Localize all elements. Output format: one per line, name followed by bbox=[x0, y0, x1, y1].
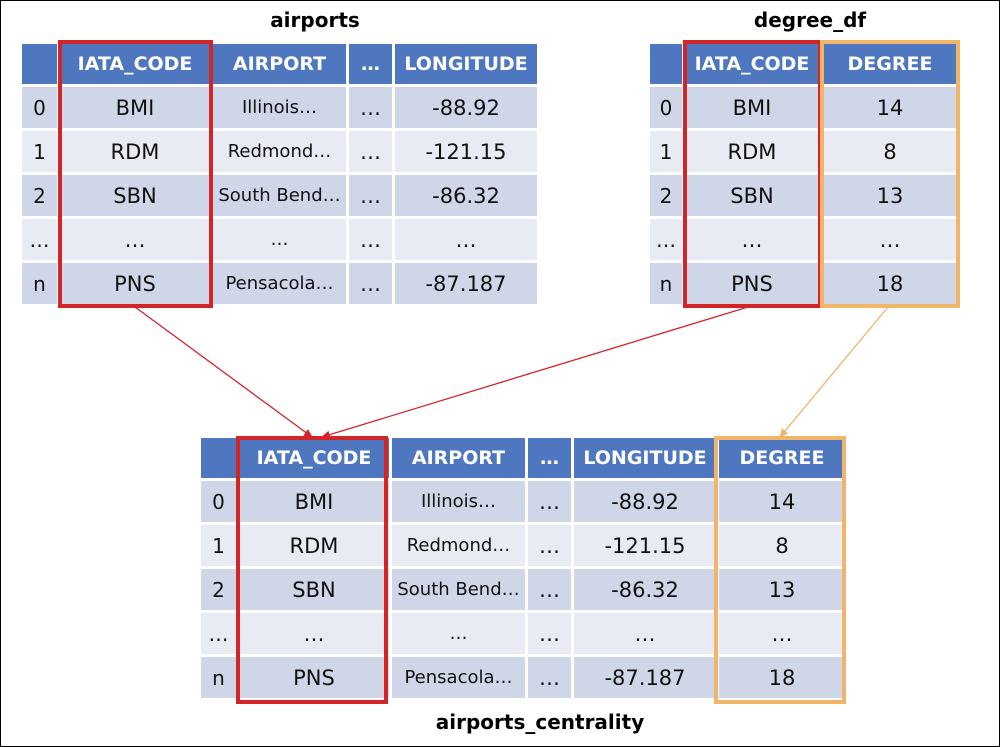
table-cell: -121.15 bbox=[574, 525, 716, 566]
table-cell: … bbox=[822, 219, 958, 260]
table-cell: RDM bbox=[60, 131, 210, 172]
index-header bbox=[201, 438, 236, 478]
column-header: LONGITUDE bbox=[395, 44, 537, 84]
table-cell: SBN bbox=[239, 569, 389, 610]
column-header: DEGREE bbox=[719, 438, 845, 478]
table-cell: … bbox=[213, 219, 346, 260]
table-cell: … bbox=[349, 131, 392, 172]
table-cell: -86.32 bbox=[574, 569, 716, 610]
row-index: 1 bbox=[650, 131, 682, 172]
table-cell: SBN bbox=[685, 175, 819, 216]
table-cell: -87.187 bbox=[574, 657, 716, 698]
table-cell: 8 bbox=[822, 131, 958, 172]
row-index: 0 bbox=[201, 481, 236, 522]
row-index: … bbox=[201, 613, 236, 654]
table-cell: BMI bbox=[239, 481, 389, 522]
table-cell: … bbox=[392, 613, 525, 654]
table-cell: 18 bbox=[822, 263, 958, 304]
table-cell: … bbox=[395, 219, 537, 260]
table-cell: BMI bbox=[685, 87, 819, 128]
table-cell: South Bend… bbox=[213, 175, 346, 216]
table-cell: -87.187 bbox=[395, 263, 537, 304]
column-header: IATA_CODE bbox=[239, 438, 389, 478]
table-cell: SBN bbox=[60, 175, 210, 216]
row-index: 0 bbox=[650, 87, 682, 128]
table-cell: 13 bbox=[822, 175, 958, 216]
row-index: 2 bbox=[650, 175, 682, 216]
table-cell: … bbox=[239, 613, 389, 654]
arrow-degree-iata-to-centrality bbox=[321, 306, 749, 439]
table-cell: Pensacola… bbox=[392, 657, 525, 698]
table-cell: … bbox=[349, 87, 392, 128]
row-index: 1 bbox=[22, 131, 57, 172]
table-cell: … bbox=[349, 219, 392, 260]
row-index: n bbox=[22, 263, 57, 304]
table-cell: … bbox=[685, 219, 819, 260]
airports-title: airports bbox=[270, 8, 360, 32]
table-cell: … bbox=[719, 613, 845, 654]
table-cell: PNS bbox=[685, 263, 819, 304]
column-header: AIRPORT bbox=[392, 438, 525, 478]
table-cell: -86.32 bbox=[395, 175, 537, 216]
column-header: DEGREE bbox=[822, 44, 958, 84]
table-cell: … bbox=[528, 481, 571, 522]
column-header: IATA_CODE bbox=[60, 44, 210, 84]
table-cell: -121.15 bbox=[395, 131, 537, 172]
table-cell: RDM bbox=[685, 131, 819, 172]
row-index: 1 bbox=[201, 525, 236, 566]
arrow-airports-to-centrality bbox=[134, 306, 313, 438]
table-cell: … bbox=[349, 263, 392, 304]
table-cell: Illinois… bbox=[392, 481, 525, 522]
table-cell: -88.92 bbox=[395, 87, 537, 128]
table-cell: 8 bbox=[719, 525, 845, 566]
table-cell: PNS bbox=[60, 263, 210, 304]
index-header bbox=[650, 44, 682, 84]
column-header: … bbox=[349, 44, 392, 84]
row-index: … bbox=[22, 219, 57, 260]
column-header: LONGITUDE bbox=[574, 438, 716, 478]
table-cell: … bbox=[528, 613, 571, 654]
table-cell: Pensacola… bbox=[213, 263, 346, 304]
table-cell: … bbox=[349, 175, 392, 216]
column-header: AIRPORT bbox=[213, 44, 346, 84]
table-cell: … bbox=[528, 657, 571, 698]
table-cell: -88.92 bbox=[574, 481, 716, 522]
table-cell: BMI bbox=[60, 87, 210, 128]
column-header: IATA_CODE bbox=[685, 44, 819, 84]
row-index: 0 bbox=[22, 87, 57, 128]
row-index: n bbox=[650, 263, 682, 304]
table-cell: 13 bbox=[719, 569, 845, 610]
row-index: n bbox=[201, 657, 236, 698]
degree-df-title: degree_df bbox=[753, 8, 867, 32]
table-cell: 18 bbox=[719, 657, 845, 698]
arrow-degree-to-centrality bbox=[779, 306, 889, 438]
table-cell: 14 bbox=[822, 87, 958, 128]
row-index: 2 bbox=[201, 569, 236, 610]
table-cell: … bbox=[60, 219, 210, 260]
table-cell: … bbox=[528, 569, 571, 610]
index-header bbox=[22, 44, 57, 84]
table-cell: RDM bbox=[239, 525, 389, 566]
table-cell: … bbox=[528, 525, 571, 566]
table-cell: Redmond… bbox=[392, 525, 525, 566]
row-index: 2 bbox=[22, 175, 57, 216]
table-cell: … bbox=[574, 613, 716, 654]
column-header: … bbox=[528, 438, 571, 478]
airports-centrality-title: airports_centrality bbox=[435, 710, 645, 734]
table-cell: Illinois… bbox=[213, 87, 346, 128]
row-index: … bbox=[650, 219, 682, 260]
table-cell: South Bend… bbox=[392, 569, 525, 610]
table-cell: Redmond… bbox=[213, 131, 346, 172]
table-cell: 14 bbox=[719, 481, 845, 522]
table-cell: PNS bbox=[239, 657, 389, 698]
